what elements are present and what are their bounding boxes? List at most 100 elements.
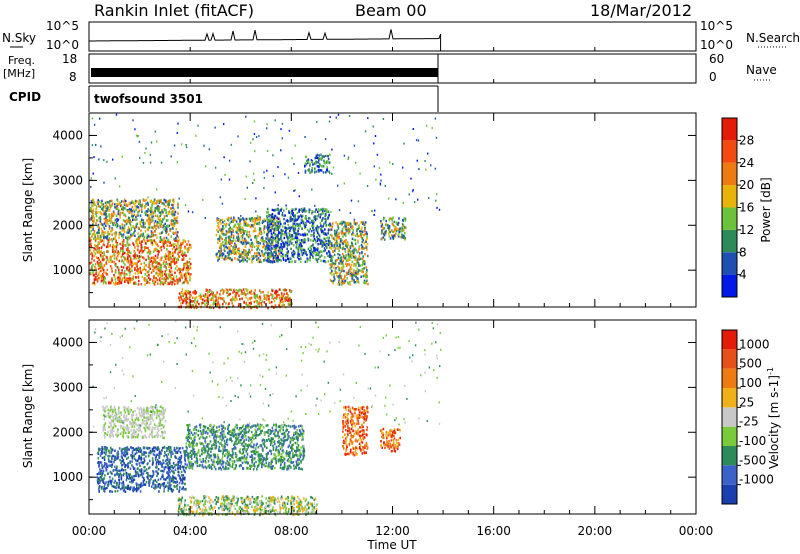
range-cell [163,481,166,485]
range-cell [93,279,96,282]
range-cell [303,252,305,255]
range-cell [326,208,328,211]
range-cell [102,205,105,209]
range-cell [312,226,314,229]
range-cell [167,474,170,477]
range-cell [171,203,173,207]
range-cell [175,275,178,278]
range-cell [347,263,349,266]
range-cell [153,247,156,251]
range-cell [97,461,99,465]
range-cell [156,472,159,475]
range-cell [123,200,125,203]
range-cell [115,113,118,116]
range-cell [345,259,348,262]
range-cell [106,268,109,272]
range-cell [280,259,282,262]
range-cell [336,234,339,237]
range-cell [232,291,234,294]
range-cell [103,243,105,247]
range-cell [121,485,124,488]
range-cell [259,298,262,301]
range-cell [361,240,364,244]
range-cell [101,466,104,469]
range-cell [312,239,314,242]
range-cell [97,257,100,260]
range-cell [340,260,343,263]
range-cell [99,218,102,221]
range-cell [308,210,310,214]
range-cell [142,472,145,475]
range-cell [268,226,270,229]
range-cell [309,252,312,255]
range-cell [159,460,162,464]
range-cell [123,462,125,465]
range-cell [397,228,400,231]
range-cell [139,474,142,477]
range-cell [353,222,355,225]
range-cell [227,241,230,244]
range-cell [353,144,356,147]
range-cell [267,294,269,297]
range-cell [187,304,189,308]
range-cell [396,222,398,226]
range-cell [238,247,240,250]
range-cell [105,213,107,216]
range-cell [291,209,294,213]
range-cell [280,254,282,258]
range-cell [276,234,278,237]
range-cell [274,226,277,229]
range-cell [338,262,340,265]
range-cell [238,294,240,297]
range-cell [245,242,248,245]
noise-sky-trace [88,29,442,51]
colorbar-tick-label: 28 [739,133,754,147]
range-cell [259,227,262,231]
range-cell [246,217,249,221]
range-cell [114,237,116,241]
range-cell [268,239,270,242]
range-cell [149,235,151,239]
range-cell [365,240,367,243]
range-cell [143,236,146,239]
range-cell [143,457,145,460]
range-cell [307,217,310,220]
range-cell [282,300,284,303]
range-cell [279,225,281,228]
range-cell [177,236,180,239]
range-cell [176,219,178,223]
range-cell [298,239,300,242]
range-cell [138,487,140,490]
range-cell [353,281,356,284]
range-cell [276,260,279,263]
range-cell [186,291,189,295]
range-cell [155,277,157,280]
range-cell [301,239,303,242]
range-cell [289,296,291,300]
range-cell [248,257,250,261]
range-cell [108,201,111,205]
range-cell [160,248,163,252]
range-cell [280,233,283,236]
range-cell [134,459,137,462]
range-cell [412,128,414,130]
range-cell [171,465,173,469]
range-cell [300,221,303,224]
range-cell [185,262,187,265]
range-cell [169,487,171,490]
range-cell [129,277,131,280]
range-cell [167,258,170,262]
range-cell [136,205,139,208]
range-cell [105,449,108,452]
range-cell [120,478,123,481]
range-cell [394,227,396,230]
range-cell [217,230,219,233]
range-cell [105,200,108,204]
range-cell [255,299,257,302]
range-cell [349,258,351,261]
range-cell [351,276,353,280]
range-cell [168,274,170,277]
range-cell [322,240,324,244]
range-cell [125,471,128,475]
range-cell [159,246,162,249]
